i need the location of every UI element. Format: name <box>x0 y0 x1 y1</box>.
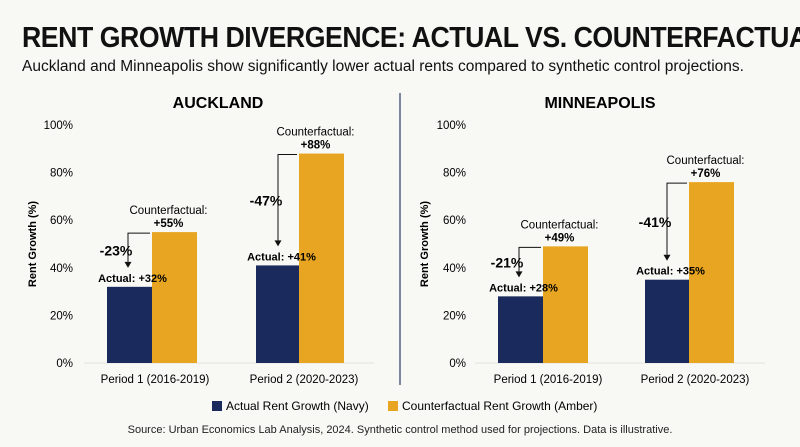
data-label-counterfactual-prefix: Counterfactual: <box>130 205 208 217</box>
gap-arrow-head <box>274 240 282 247</box>
y-tick-label: 60% <box>443 215 466 227</box>
bar-actual <box>498 296 543 363</box>
gap-label: -41% <box>639 214 672 230</box>
gap-arrow-line <box>666 182 687 255</box>
gap-arrow-head <box>124 261 132 268</box>
panel-title: MINNEAPOLIS <box>544 95 655 112</box>
y-tick-label: 100% <box>44 120 73 132</box>
gap-arrow-head <box>515 271 523 278</box>
gap-label: -47% <box>250 192 283 208</box>
x-tick-label: Period 2 (2020-2023) <box>250 374 359 386</box>
gap-arrow-head <box>663 254 671 261</box>
source-note: Source: Urban Economics Lab Analysis, 20… <box>127 424 673 436</box>
legend-swatch-counterfactual <box>388 401 398 411</box>
data-label-counterfactual: +49% <box>545 232 575 244</box>
data-label-counterfactual-prefix: Counterfactual: <box>521 219 599 231</box>
y-tick-label: 80% <box>50 168 73 180</box>
x-tick-label: Period 2 (2020-2023) <box>641 374 750 386</box>
data-label-counterfactual: +76% <box>691 168 721 180</box>
y-tick-label: 40% <box>50 263 73 275</box>
bar-counterfactual <box>543 246 588 363</box>
chart-panel-2: MINNEAPOLIS Rent Growth (%) 0% 20% 40% 60% 80%… <box>419 95 765 386</box>
x-tick-label: Period 1 (2016-2019) <box>494 374 603 386</box>
gap-arrow-line <box>277 154 297 241</box>
data-label-actual: Actual: +35% <box>636 266 705 278</box>
y-tick-label: 60% <box>50 215 73 227</box>
gap-arrow-line <box>518 246 541 272</box>
legend-label-counterfactual: Counterfactual Rent Growth (Amber) <box>402 399 597 413</box>
panel-title: AUCKLAND <box>173 95 264 112</box>
gap-arrow-line <box>127 232 150 262</box>
y-tick-label: 0% <box>449 358 466 370</box>
y-tick-label: 20% <box>50 310 73 322</box>
y-tick-label: 20% <box>443 310 466 322</box>
data-label-counterfactual-prefix: Counterfactual: <box>667 155 745 167</box>
bar-counterfactual <box>152 232 197 363</box>
legend-swatch-actual <box>212 401 222 411</box>
x-tick-label: Period 1 (2016-2019) <box>101 374 210 386</box>
page-title: RENT GROWTH DIVERGENCE: ACTUAL VS. COUNT… <box>22 22 800 54</box>
y-tick-label: 0% <box>56 358 73 370</box>
gap-label: -23% <box>100 242 133 258</box>
data-label-actual: Actual: +32% <box>98 273 167 285</box>
bar-actual <box>107 286 152 363</box>
y-tick-label: 80% <box>443 168 466 180</box>
data-label-actual: Actual: +28% <box>489 282 558 294</box>
y-tick-label: 100% <box>437 120 466 132</box>
y-tick-label: 40% <box>443 263 466 275</box>
data-label-counterfactual: +55% <box>154 218 184 230</box>
data-label-counterfactual-prefix: Counterfactual: <box>277 127 355 139</box>
data-label-actual: Actual: +41% <box>247 251 316 263</box>
legend: Actual Rent Growth (Navy) Counterfactual … <box>212 399 597 413</box>
data-label-counterfactual: +88% <box>301 140 331 152</box>
bar-counterfactual <box>689 182 734 363</box>
y-axis-label: Rent Growth (%) <box>419 201 431 287</box>
gap-label: -21% <box>491 254 524 270</box>
bar-actual <box>256 265 301 363</box>
bar-actual <box>645 279 690 363</box>
chart-panel-1: AUCKLAND Rent Growth (%) 0% 20% 40% 60% 80% 100… <box>27 95 374 386</box>
bar-counterfactual <box>299 153 344 363</box>
y-axis-label: Rent Growth (%) <box>27 201 39 287</box>
page-subtitle: Auckland and Minneapolis show significan… <box>22 58 744 75</box>
legend-label-actual: Actual Rent Growth (Navy) <box>226 399 369 413</box>
